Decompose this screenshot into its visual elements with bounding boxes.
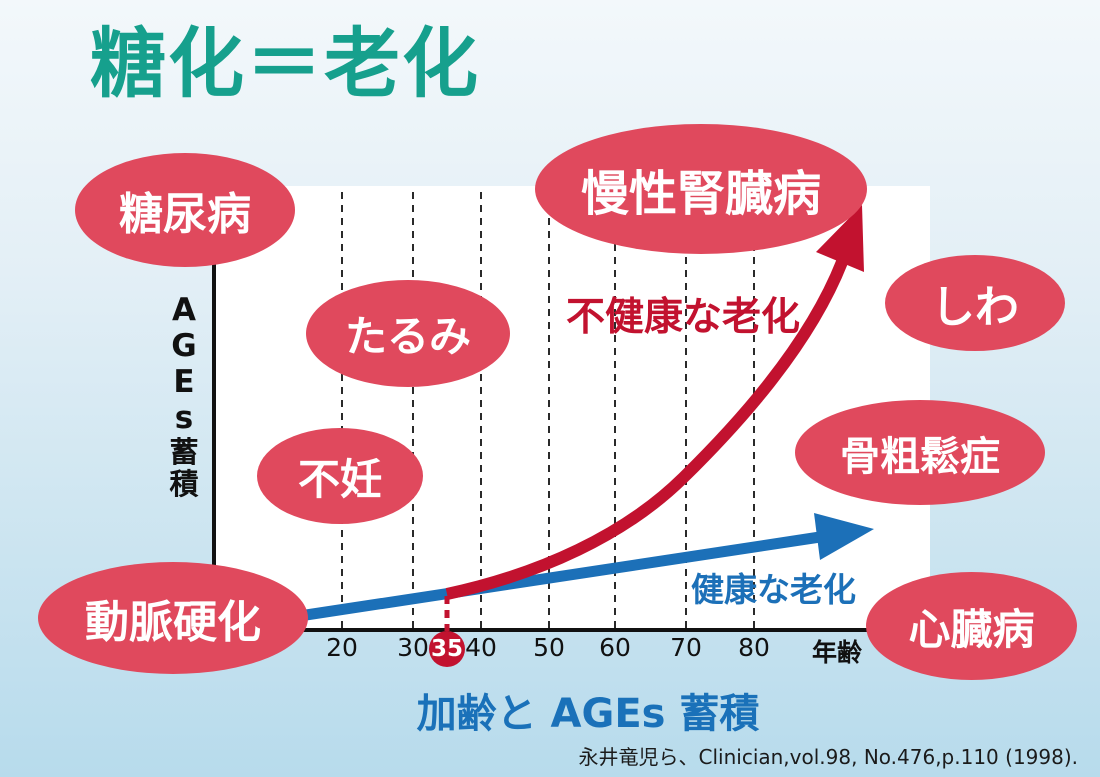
unhealthy-aging-arrow (445, 205, 864, 600)
oval-diabetes: 糖尿病 (75, 153, 295, 267)
healthy-aging-label: 健康な老化 (691, 570, 856, 609)
x-tick-50: 50 (533, 633, 565, 662)
healthy-arrowhead-icon (814, 513, 874, 560)
chart-caption: 加齢と AGEs 蓄積 (416, 691, 760, 737)
oval-arteriosclerosis: 動脈硬化 (38, 562, 308, 674)
oval-label: たるみ (344, 312, 471, 361)
oval-label: しわ (931, 282, 1019, 333)
y-axis-char: 蓄 (169, 435, 199, 469)
y-axis-char: s (174, 400, 194, 436)
y-axis-label: A G E s 蓄 積 (160, 292, 208, 500)
y-axis-char: 積 (169, 467, 199, 501)
x-tick-70: 70 (670, 633, 702, 662)
oval-label: 骨粗鬆症 (840, 433, 1000, 480)
oval-heart-disease: 心臓病 (866, 572, 1077, 680)
y-axis-char: E (173, 364, 195, 400)
age-35-badge: 35 (429, 631, 465, 667)
x-axis-unit-label: 年齢 (811, 638, 863, 667)
oval-osteoporosis: 骨粗鬆症 (795, 400, 1045, 505)
age-35-badge-label: 35 (430, 636, 463, 662)
unhealthy-arrowhead-icon (816, 205, 864, 272)
citation-text: 永井竜児ら、Clinician,vol.98, No.476,p.110 (19… (578, 745, 1078, 769)
oval-chronic-kidney-disease: 慢性腎臓病 (535, 124, 867, 254)
x-tick-30: 30 (397, 633, 429, 662)
oval-sagging: たるみ (306, 280, 510, 387)
page-title: 糖化＝老化 (90, 19, 480, 108)
y-axis-char: A (172, 292, 196, 328)
x-tick-80: 80 (738, 633, 770, 662)
oval-label: 糖尿病 (119, 189, 251, 240)
y-axis-char: G (171, 328, 197, 364)
oval-label: 不妊 (297, 454, 382, 504)
oval-label: 心臓病 (908, 604, 1035, 654)
oval-infertility: 不妊 (257, 428, 423, 524)
healthy-aging-arrow (259, 513, 874, 628)
x-tick-20: 20 (326, 633, 358, 662)
x-tick-60: 60 (599, 633, 631, 662)
unhealthy-aging-label: 不健康な老化 (566, 295, 801, 340)
oval-label: 慢性腎臓病 (580, 166, 821, 222)
oval-label: 動脈硬化 (85, 597, 261, 648)
oval-wrinkles: しわ (885, 255, 1065, 351)
x-tick-40: 40 (465, 633, 497, 662)
